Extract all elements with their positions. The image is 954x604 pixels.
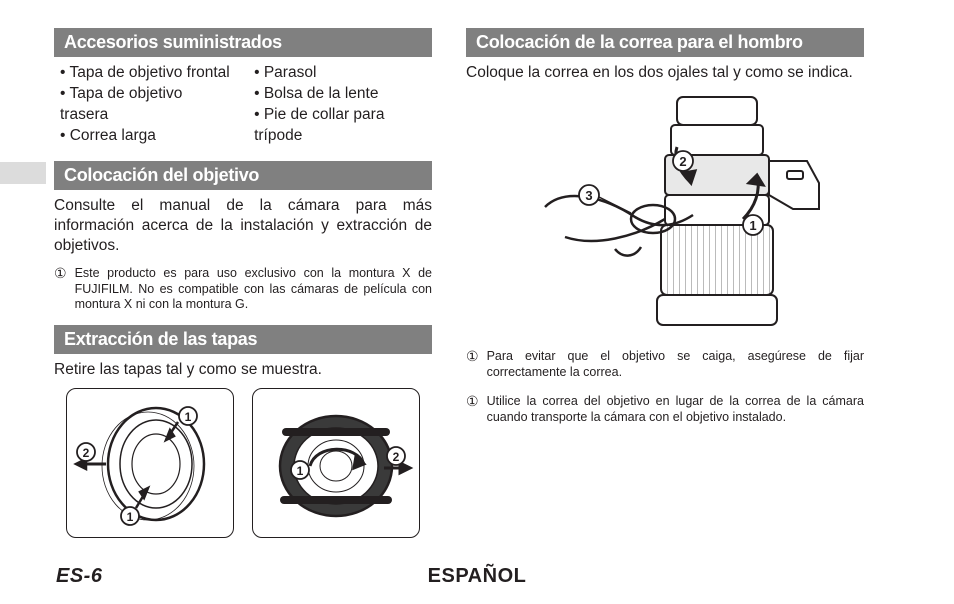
section-title-accessories: Accesorios suministrados: [54, 28, 432, 57]
section-title-remove-caps: Extracción de las tapas: [54, 325, 432, 354]
list-item: Bolsa de la lente: [254, 84, 432, 105]
note-text: Este producto es para uso exclusivo con …: [75, 266, 432, 313]
list-item: Tapa de objetivo trasera: [60, 84, 230, 126]
rear-cap-illustration: 1 2: [252, 388, 420, 538]
section-title-attach-lens: Colocación del objetivo: [54, 161, 432, 190]
svg-text:1: 1: [297, 464, 304, 478]
left-column: Accesorios suministrados Tapa de objetiv…: [0, 28, 432, 584]
note-icon: ①: [466, 394, 479, 425]
list-item: Tapa de objetivo frontal: [60, 63, 230, 84]
svg-text:1: 1: [127, 510, 134, 524]
strap-illustration: 1 2 3: [505, 87, 825, 333]
strap-note-1: ① Para evitar que el objetivo se caiga, …: [466, 349, 864, 380]
svg-text:2: 2: [393, 450, 400, 464]
note-icon: ①: [54, 266, 67, 313]
svg-text:1: 1: [749, 218, 756, 233]
note-text: Para evitar que el objetivo se caiga, as…: [487, 349, 864, 380]
svg-text:2: 2: [679, 154, 686, 169]
page-footer: ES-6 ESPAÑOL: [0, 565, 954, 588]
svg-text:2: 2: [83, 446, 90, 460]
remove-caps-body: Retire las tapas tal y como se muestra.: [54, 360, 432, 380]
attach-lens-body: Consulte el manual de la cámara para más…: [54, 196, 432, 256]
cap-illustrations: 1 1 2: [54, 388, 432, 538]
svg-text:1: 1: [185, 410, 192, 424]
page-language: ESPAÑOL: [428, 565, 527, 588]
right-column: Colocación de la correa para el hombro C…: [432, 28, 864, 584]
front-cap-illustration: 1 1 2: [66, 388, 234, 538]
note-icon: ①: [466, 349, 479, 380]
note-text: Utilice la correa del objetivo en lugar …: [487, 394, 864, 425]
list-item: Pie de collar para trípode: [254, 105, 432, 147]
strap-note-2: ① Utilice la correa del objetivo en luga…: [466, 394, 864, 425]
list-item: Correa larga: [60, 126, 230, 147]
accessories-list: Tapa de objetivo frontal Tapa de objetiv…: [54, 63, 432, 147]
page-side-tab: [0, 162, 46, 184]
accessories-col-b: Parasol Bolsa de la lente Pie de collar …: [254, 63, 432, 147]
svg-text:3: 3: [585, 188, 592, 203]
page-number: ES-6: [56, 565, 102, 588]
list-item: Parasol: [254, 63, 432, 84]
attach-lens-note: ① Este producto es para uso exclusivo co…: [54, 266, 432, 313]
accessories-col-a: Tapa de objetivo frontal Tapa de objetiv…: [60, 63, 230, 147]
section-title-shoulder-strap: Colocación de la correa para el hombro: [466, 28, 864, 57]
shoulder-strap-body: Coloque la correa en los dos ojales tal …: [466, 63, 864, 83]
